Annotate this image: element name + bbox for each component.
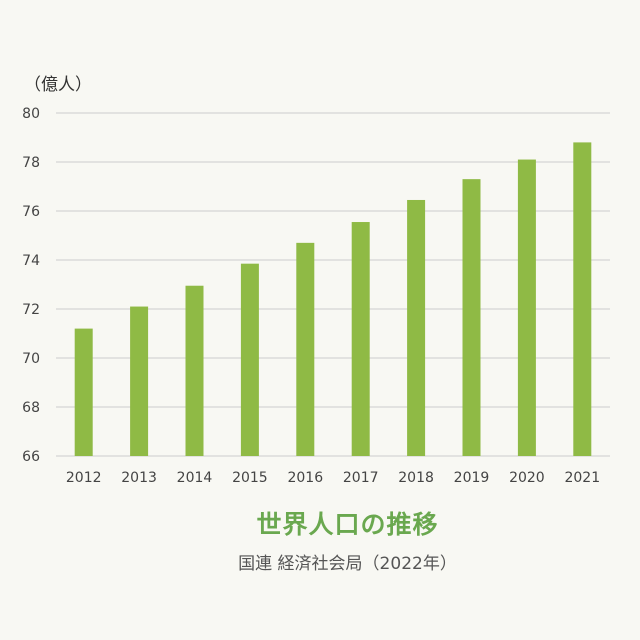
bar-2017 (351, 222, 370, 456)
x-tick-label: 2014 (177, 470, 213, 486)
y-tick-label: 76 (22, 204, 40, 220)
bar-2021 (573, 142, 592, 456)
x-tick-label: 2016 (287, 470, 323, 486)
x-tick-label: 2020 (509, 470, 545, 486)
x-tick-label: 2017 (343, 470, 379, 486)
bar-2012 (74, 328, 93, 456)
y-tick-label: 66 (22, 449, 40, 465)
bar-2018 (407, 199, 426, 456)
x-tick-label: 2015 (232, 470, 268, 486)
y-tick-label: 80 (22, 106, 40, 122)
bar-2013 (130, 306, 149, 456)
y-axis-unit-label: （億人） (24, 75, 92, 95)
bar-2015 (240, 263, 259, 456)
bar-2020 (517, 159, 536, 457)
y-tick-label: 68 (22, 400, 40, 416)
x-tick-label: 2013 (121, 470, 157, 486)
y-tick-label: 78 (22, 155, 40, 171)
chart-title: 世界人口の推移 (256, 510, 439, 539)
bar-chart: 80 78 76 74 72 70 68 66 2012 2013 2014 2015 2016 2017… (22, 106, 610, 486)
bar-2014 (185, 285, 204, 456)
title-block: 世界人口の推移 国連 経済社会局（2022年） (0, 505, 640, 574)
y-tick-label: 70 (22, 351, 40, 367)
bar-2016 (296, 242, 315, 456)
y-tick-label: 72 (22, 302, 40, 318)
x-tick-label: 2012 (66, 470, 102, 486)
y-tick-label: 74 (22, 253, 40, 269)
x-tick-label: 2019 (454, 470, 490, 486)
x-tick-label: 2018 (398, 470, 434, 486)
chart-source: 国連 経済社会局（2022年） (238, 554, 457, 574)
bar-2019 (462, 179, 481, 456)
x-tick-label: 2021 (564, 470, 600, 486)
